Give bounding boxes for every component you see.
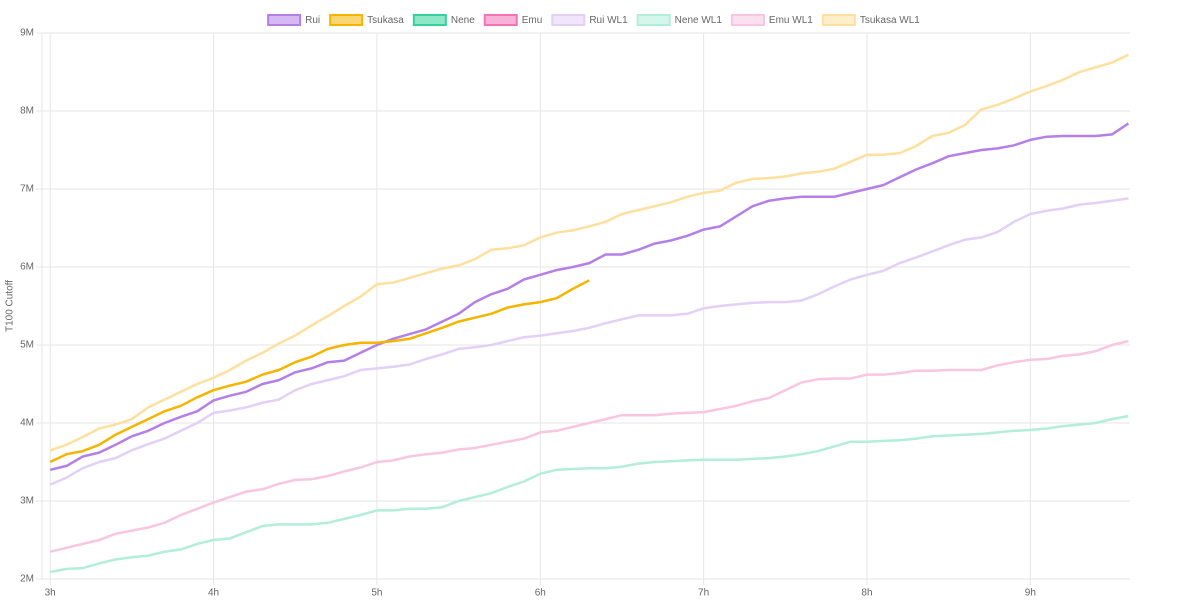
legend-item: Nene xyxy=(412,14,475,26)
legend-item: Tsukasa WL1 xyxy=(821,14,920,26)
series-line xyxy=(49,53,1129,452)
x-tick-label: 6h xyxy=(535,588,546,599)
y-tick-label: 2M xyxy=(20,574,34,585)
legend-label: Tsukasa WL1 xyxy=(860,15,920,26)
legend: Rui Tsukasa Nene Emu Rui WL1 Nene WL1 Emu WL1 T… xyxy=(267,14,920,26)
y-tick-label: 3M xyxy=(20,496,34,507)
y-tick-label: 7M xyxy=(20,184,34,195)
series-line xyxy=(49,197,1129,486)
legend-label: Nene WL1 xyxy=(675,15,723,26)
x-tick-label: 9h xyxy=(1025,588,1036,599)
legend-swatch xyxy=(821,14,856,26)
legend-item: Tsukasa xyxy=(329,14,404,26)
x-tick-label: 5h xyxy=(371,588,382,599)
y-tick-label: 6M xyxy=(20,262,34,273)
legend-label: Rui WL1 xyxy=(589,15,628,26)
series-line xyxy=(49,122,1130,472)
legend-label: Rui xyxy=(305,15,320,26)
series-line xyxy=(49,279,590,464)
y-tick-label: 5M xyxy=(20,340,34,351)
legend-swatch xyxy=(267,14,302,26)
y-axis-label: T100 Cutoff xyxy=(5,280,16,332)
y-tick-label: 9M xyxy=(20,28,34,39)
legend-item: Nene WL1 xyxy=(636,14,723,26)
legend-item: Emu xyxy=(483,14,543,26)
y-tick-label: 4M xyxy=(20,418,34,429)
legend-swatch xyxy=(730,14,765,26)
legend-label: Nene xyxy=(451,15,475,26)
x-tick-label: 4h xyxy=(208,588,219,599)
legend-swatch xyxy=(412,14,447,26)
x-tick-label: 7h xyxy=(698,588,709,599)
legend-swatch xyxy=(551,14,586,26)
x-tick-label: 3h xyxy=(45,588,56,599)
series-line xyxy=(49,339,1129,553)
legend-swatch xyxy=(329,14,364,26)
legend-item: Rui WL1 xyxy=(551,14,628,26)
legend-item: Emu WL1 xyxy=(730,14,813,26)
legend-label: Emu xyxy=(522,15,543,26)
x-tick-label: 8h xyxy=(861,588,872,599)
series-line xyxy=(49,414,1129,574)
legend-swatch xyxy=(636,14,671,26)
legend-swatch xyxy=(483,14,518,26)
y-tick-label: 8M xyxy=(20,106,34,117)
legend-item: Rui xyxy=(267,14,320,26)
legend-label: Tsukasa xyxy=(367,15,404,26)
legend-label: Emu WL1 xyxy=(769,15,813,26)
